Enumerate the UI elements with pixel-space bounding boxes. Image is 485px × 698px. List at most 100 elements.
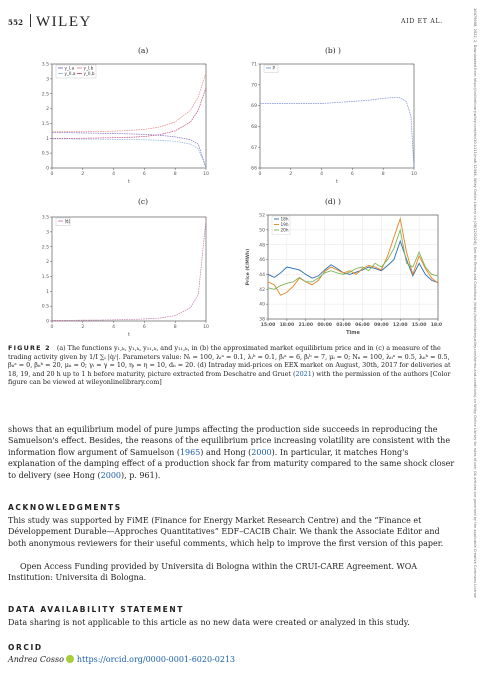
x-tick-label: 0 <box>51 324 54 330</box>
y-tick-label: 3 <box>46 76 49 82</box>
x-tick-label: 8 <box>174 171 177 177</box>
x-tick-label: 06:00 <box>355 322 370 328</box>
x-axis-label: t <box>336 179 338 185</box>
y-tick-label: 70 <box>251 82 257 88</box>
figure-caption: FIGURE 2 (a) The functions y₁,ₖ, y₁,ₖ, y… <box>8 344 456 387</box>
y-tick-label: 1.5 <box>42 121 49 127</box>
y-tick-label: 67 <box>251 145 257 151</box>
y-tick-label: 1 <box>46 289 49 295</box>
y-tick-label: 2.5 <box>42 244 49 250</box>
ref-hong-2000[interactable]: 2000 <box>251 447 272 457</box>
y-tick-label: 3.5 <box>42 215 49 221</box>
caption-text-c: ) with the permission of the authors [Co… <box>8 369 451 387</box>
x-tick-label: 2 <box>81 171 84 177</box>
legend-label: P <box>273 66 276 71</box>
acknowledgments-paragraph-2: Open Access Funding provided by Universi… <box>8 562 418 583</box>
x-tick-label: 6 <box>143 171 146 177</box>
y-tick-label: 2 <box>46 259 49 265</box>
series-line-3 <box>52 138 207 169</box>
plot-frame <box>259 63 415 169</box>
y-tick-label: 48 <box>259 242 265 248</box>
caption-ref-year[interactable]: 2021 <box>295 369 312 378</box>
body-text-a: shows that an equilibrium model of pure … <box>8 425 451 457</box>
x-tick-label: 8 <box>174 324 177 330</box>
plot-frame <box>267 214 439 320</box>
y-tick-label: 69 <box>251 103 257 109</box>
orcid-icon <box>65 655 74 663</box>
series-line-4 <box>52 87 207 139</box>
panel-label-b: (b) ) <box>325 46 341 55</box>
page-number: 552 <box>8 18 24 27</box>
legend-box <box>263 64 279 73</box>
body-text-b: ) and Hong ( <box>200 447 252 457</box>
y-tick-label: 3 <box>46 229 49 235</box>
x-tick-label: 10 <box>411 171 417 177</box>
caption-text-b: 1/I ∑ᵢ |q̇ᵢⁱ|. Parameters value: Nᵢ = 10… <box>8 352 451 378</box>
acknowledgments-heading: ACKNOWLEDGMENTS <box>8 503 122 512</box>
x-tick-label: 4 <box>320 171 323 177</box>
header-divider <box>30 14 31 27</box>
running-head: AID ET AL. <box>401 18 443 25</box>
series-line-1 <box>260 96 415 169</box>
x-tick-label: 6 <box>143 324 146 330</box>
y-tick-label: 2.5 <box>42 91 49 97</box>
orcid-entry: Andrea Cosso https://orcid.org/0000-0001-… <box>8 655 235 664</box>
acknowledgments-paragraph-1: This study was supported by FiME (Financ… <box>8 516 444 548</box>
x-tick-label: 6 <box>351 171 354 177</box>
panel-label-d: (d) ) <box>325 197 341 206</box>
series-line-2 <box>267 216 439 296</box>
panel-label-c: (c) <box>138 197 149 206</box>
legend-label: |q̇| <box>65 219 70 224</box>
legend-label: y_II,a <box>65 71 76 76</box>
x-tick-label: 0 <box>259 171 262 177</box>
y-tick-label: 52 <box>259 213 265 219</box>
y-axis-label: Price (€/MWh) <box>245 249 251 286</box>
y-tick-label: 40 <box>259 302 265 308</box>
x-tick-label: 12:00 <box>393 322 408 328</box>
plot-frame <box>51 216 207 322</box>
panel-label-a: (a) <box>138 46 149 55</box>
y-tick-label: 71 <box>251 62 257 68</box>
x-tick-label: 18:00 <box>431 322 442 328</box>
x-tick-label: 00:00 <box>317 322 332 328</box>
legend-label: y_I,b <box>84 66 94 71</box>
x-tick-label: 4 <box>112 171 115 177</box>
x-tick-label: 21:00 <box>298 322 313 328</box>
y-tick-label: 2 <box>46 106 49 112</box>
y-tick-label: 44 <box>259 272 265 278</box>
y-tick-label: 38 <box>259 317 265 323</box>
x-axis-label: Time <box>346 330 360 336</box>
y-tick-label: 0 <box>46 166 49 172</box>
x-tick-label: 2 <box>289 171 292 177</box>
x-tick-label: 15:00 <box>412 322 427 328</box>
y-tick-label: 1.5 <box>42 274 49 280</box>
x-tick-label: 15:00 <box>261 322 276 328</box>
x-tick-label: 09:00 <box>374 322 389 328</box>
y-tick-label: 0.5 <box>42 151 49 157</box>
body-text-c: ). In particular, it matches Hong's expl… <box>8 447 455 480</box>
x-tick-label: 0 <box>51 171 54 177</box>
legend-label: 20h <box>281 228 289 233</box>
y-tick-label: 50 <box>259 227 265 233</box>
data-availability-text: Data sharing is not applicable to this a… <box>8 618 410 627</box>
legend-label: y_I,a <box>65 66 75 71</box>
y-tick-label: 3.5 <box>42 62 49 68</box>
body-text-d: ), p. 961). <box>121 470 161 480</box>
series-line-2 <box>52 72 207 133</box>
download-notice: 16479698, 2022, 2, Downloaded from https… <box>473 8 477 598</box>
y-tick-label: 42 <box>259 287 265 293</box>
y-tick-label: 0.5 <box>42 304 49 310</box>
orcid-heading: ORCID <box>8 643 43 652</box>
legend-box <box>55 64 97 79</box>
legend-label: y_II,b <box>84 71 95 76</box>
ref-samuelson-1965[interactable]: 1965 <box>179 447 201 457</box>
orcid-link[interactable]: https://orcid.org/0000-0001-6020-0213 <box>76 655 236 664</box>
ref-hong-2000-b[interactable]: 2000 <box>100 470 122 480</box>
legend-label: 19h <box>281 222 289 227</box>
x-tick-label: 18:00 <box>280 322 295 328</box>
x-axis-label: t <box>128 332 130 338</box>
legend-box <box>55 217 71 226</box>
x-tick-label: 2 <box>81 324 84 330</box>
